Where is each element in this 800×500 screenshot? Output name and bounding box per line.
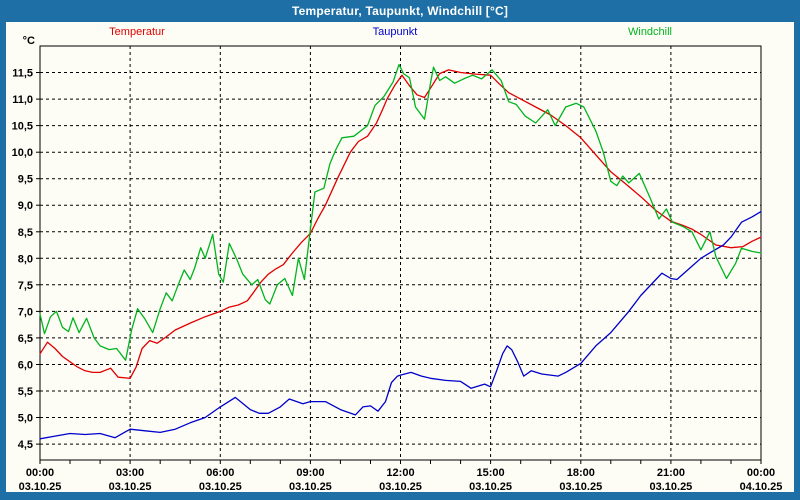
series-line-temperatur <box>39 69 762 379</box>
x-tick-time-label: 00:00 <box>26 467 54 479</box>
x-tick-date-label: 03.10.25 <box>469 481 512 493</box>
y-tick-label: 5,0 <box>18 413 33 425</box>
y-tick-label: 10,5 <box>12 121 33 133</box>
y-tick-label: 11,5 <box>12 68 33 80</box>
y-tick-label: 6,0 <box>18 360 33 372</box>
legend-item-temperatur: Temperatur <box>109 26 165 38</box>
x-tick-date-label: 03.10.25 <box>289 481 332 493</box>
y-tick-label: 11,0 <box>12 94 33 106</box>
x-tick-date-label: 03.10.25 <box>199 481 242 493</box>
x-tick-date-label: 03.10.25 <box>109 481 152 493</box>
series-line-windchill <box>39 63 762 361</box>
y-axis-unit-label: °C <box>23 35 35 47</box>
y-tick-label: 5,5 <box>18 386 33 398</box>
series-line-taupunkt <box>39 210 762 440</box>
x-tick-date-label: 03.10.25 <box>379 481 422 493</box>
x-tick-time-label: 06:00 <box>206 467 234 479</box>
x-tick-date-label: 04.10.25 <box>740 481 783 493</box>
x-tick-time-label: 21:00 <box>657 467 685 479</box>
window-title: Temperatur, Taupunkt, Windchill [°C] <box>291 4 509 18</box>
title-bar: Temperatur, Taupunkt, Windchill [°C] <box>0 0 800 22</box>
x-tick-time-label: 15:00 <box>477 467 505 479</box>
x-tick-date-label: 03.10.25 <box>649 481 692 493</box>
x-tick-time-label: 12:00 <box>386 467 414 479</box>
x-tick-time-label: 03:00 <box>116 467 144 479</box>
x-tick-time-label: 09:00 <box>296 467 324 479</box>
x-tick-date-label: 03.10.25 <box>19 481 62 493</box>
y-tick-label: 8,5 <box>18 227 33 239</box>
x-tick-time-label: 00:00 <box>747 467 775 479</box>
y-tick-label: 4,5 <box>18 439 33 451</box>
y-tick-label: 9,0 <box>18 200 33 212</box>
y-tick-label: 9,5 <box>18 174 33 186</box>
legend-item-taupunkt: Taupunkt <box>372 26 418 38</box>
y-tick-label: 7,0 <box>18 306 33 318</box>
y-tick-label: 8,0 <box>18 253 33 265</box>
legend-item-windchill: Windchill <box>627 26 673 38</box>
x-tick-time-label: 18:00 <box>567 467 595 479</box>
y-tick-label: 10,0 <box>12 147 33 159</box>
x-tick-date-label: 03.10.25 <box>559 481 602 493</box>
y-tick-label: 6,5 <box>18 333 33 345</box>
y-tick-label: 7,5 <box>18 280 33 292</box>
